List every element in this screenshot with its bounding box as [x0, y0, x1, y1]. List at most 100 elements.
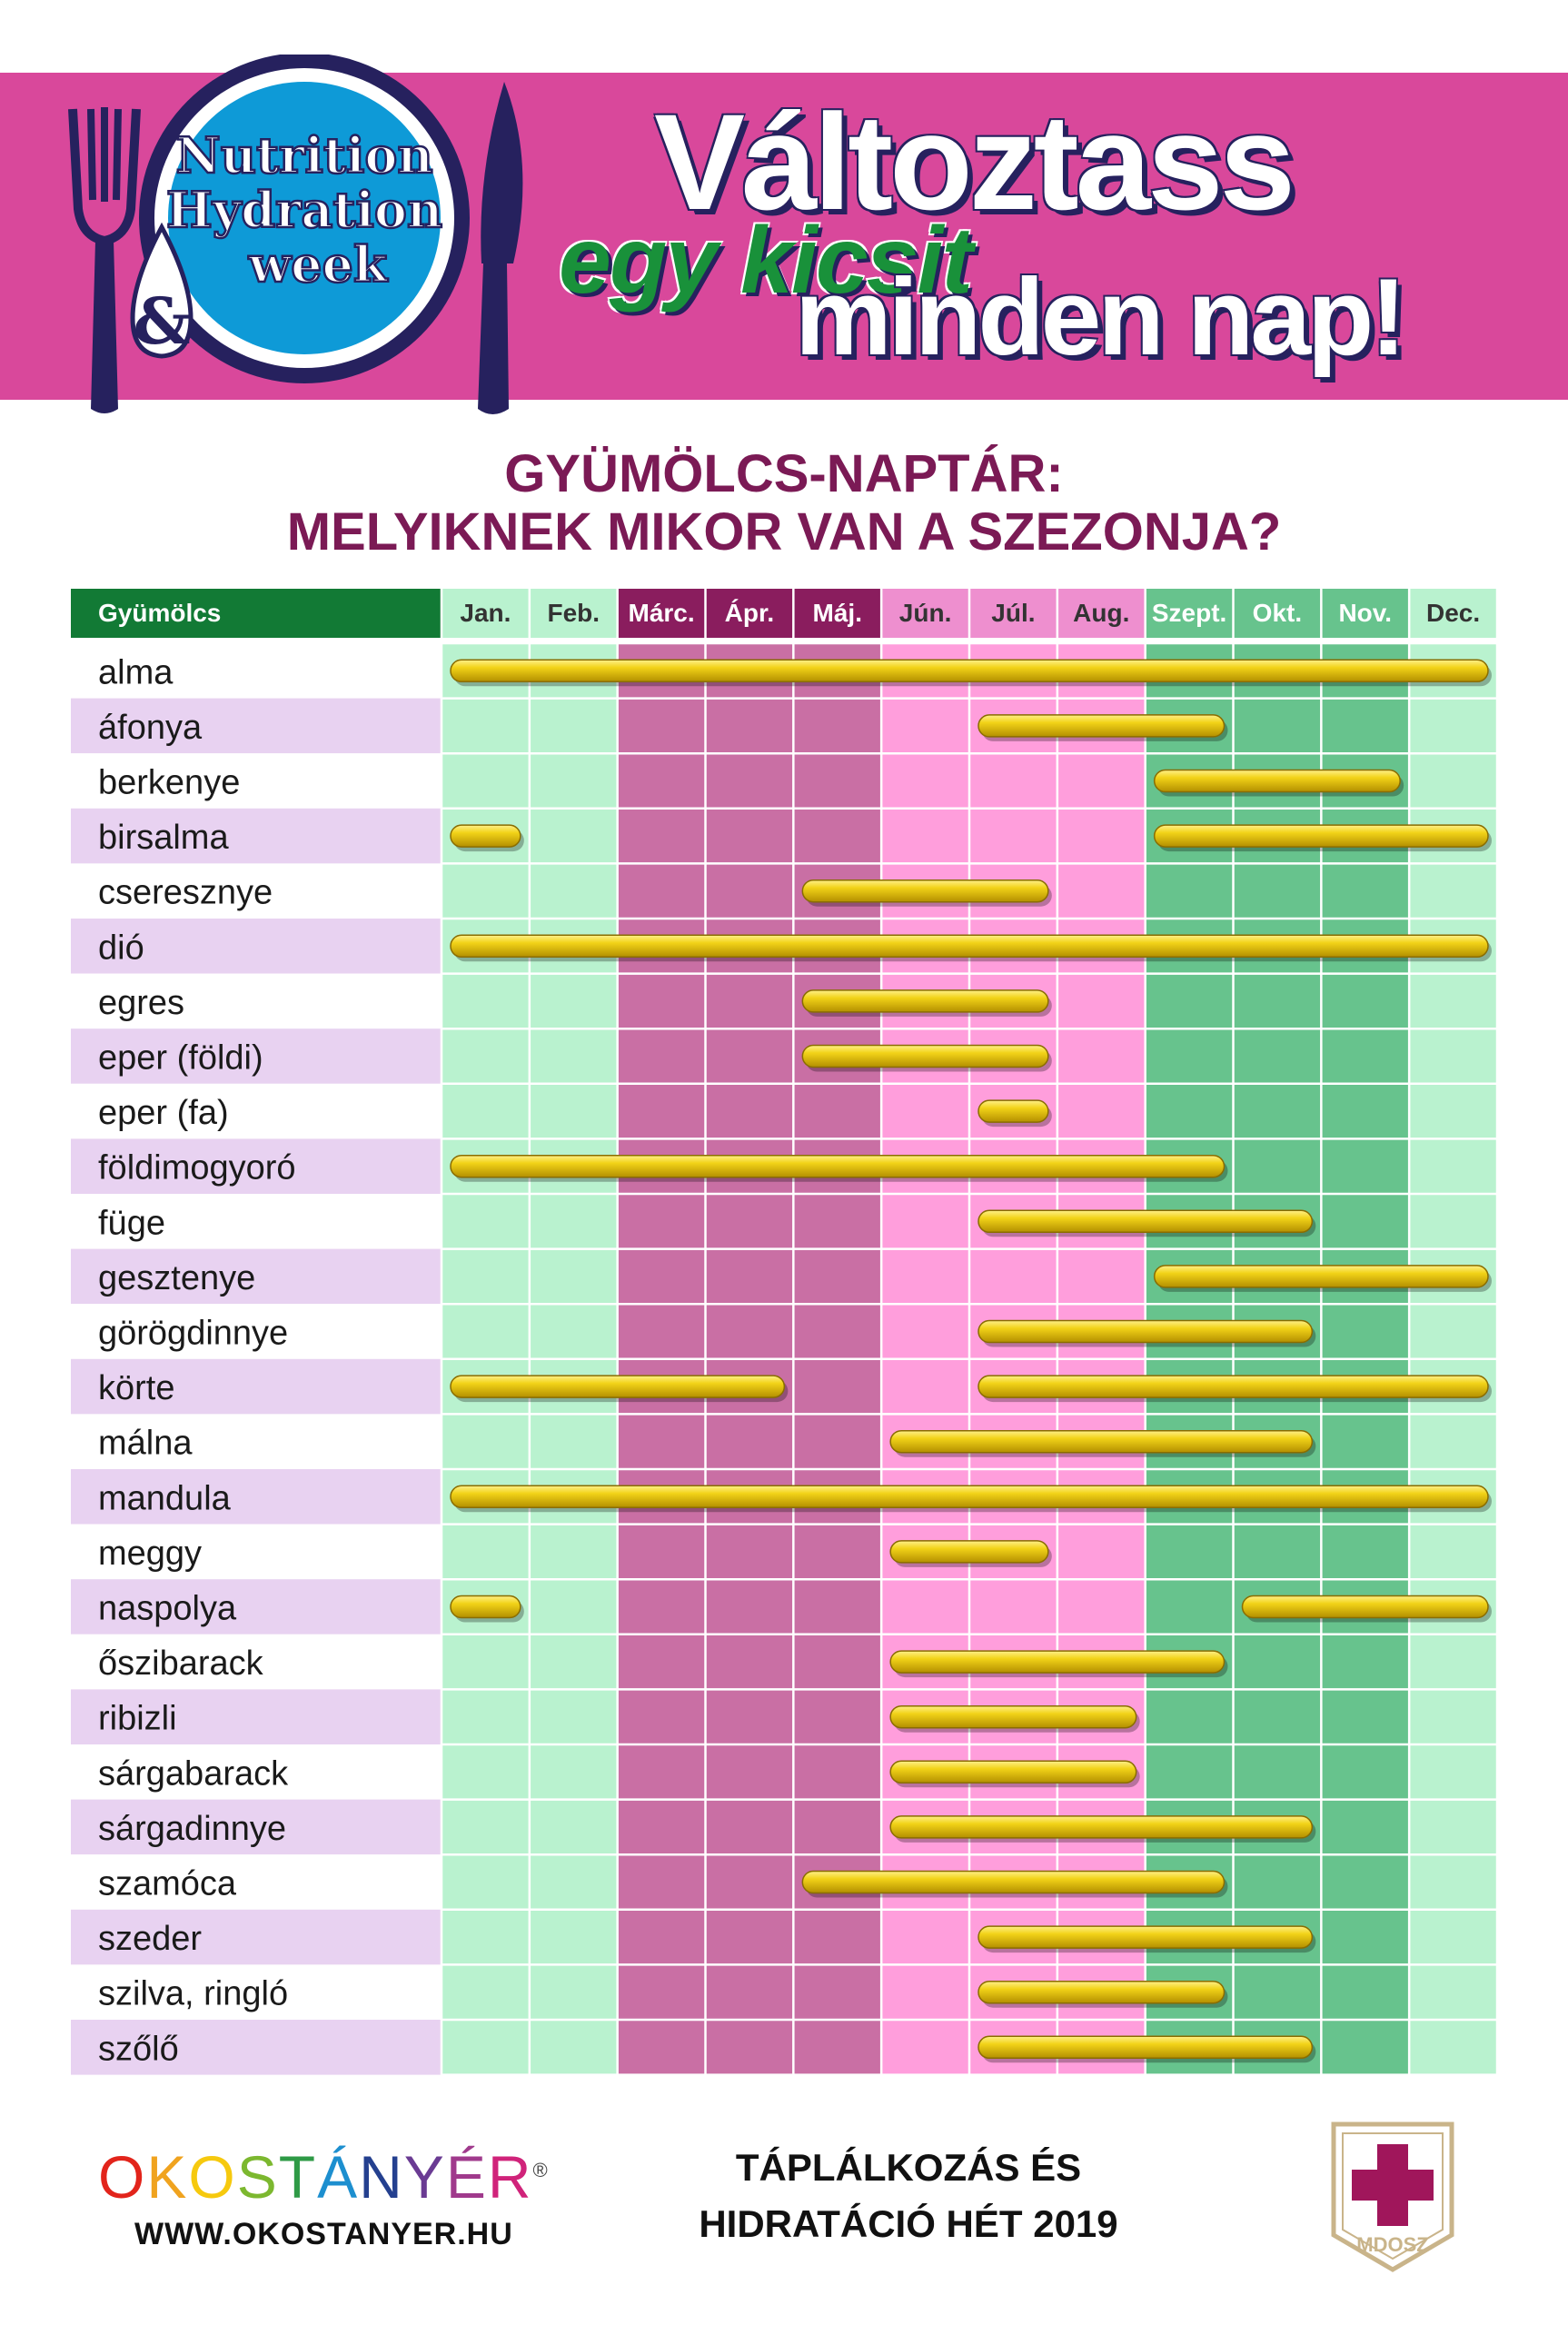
okostanyer-logo: OKOSTÁNYÉR®: [98, 2142, 550, 2211]
headline-line-1: Változtass: [654, 85, 1295, 238]
fruit-label-cell: [71, 1358, 442, 1415]
header-label-cell: [71, 589, 442, 638]
season-bar: [450, 1154, 1226, 1178]
brand-letter: Á: [317, 2143, 360, 2211]
season-bar: [889, 1704, 1137, 1729]
fruit-name: meggy: [98, 1535, 202, 1573]
season-bar: [978, 1980, 1226, 2004]
fruit-name: cseresznye: [98, 874, 273, 912]
month-header-cell: [969, 589, 1057, 638]
logo-line-1: Nutrition: [175, 126, 432, 184]
season-bar: [450, 659, 1489, 683]
mdosz-label: MDOSZ: [1356, 2233, 1428, 2256]
plate-center: [168, 82, 441, 354]
season-bar: [801, 1870, 1226, 1894]
fruit-name: őszibarack: [98, 1644, 264, 1683]
fruit-label-cell: [71, 1304, 442, 1359]
registered-mark: ®: [532, 2159, 550, 2181]
fruit-name: birsalma: [98, 819, 229, 857]
fruit-name: szamóca: [98, 1865, 237, 1903]
month-header-cell: [705, 589, 794, 638]
fruit-name: dió: [98, 929, 144, 967]
season-bar: [978, 1209, 1314, 1234]
fruit-name: málna: [98, 1425, 193, 1463]
chart-title-line-2: MELYIKNEK MIKOR VAN A SZEZONJA?: [286, 502, 1282, 561]
fruit-label-cell: [71, 1744, 442, 1800]
fruit-name: áfonya: [98, 709, 203, 747]
fruit-label-cell: [71, 1634, 442, 1690]
logo-line-3: week: [248, 235, 389, 293]
brand-letter: S: [236, 2143, 279, 2211]
month-label: Nov.: [1338, 599, 1392, 627]
season-bar: [450, 1595, 521, 1619]
season-bar: [450, 1485, 1489, 1509]
season-bar: [978, 1375, 1489, 1398]
season-bar: [889, 1540, 1049, 1564]
month-label: Okt.: [1253, 599, 1302, 627]
month-header-cell: [1409, 589, 1497, 638]
month-label: Júl.: [991, 599, 1035, 627]
fruit-name: görögdinnye: [98, 1315, 288, 1353]
fruit-name: egres: [98, 984, 184, 1022]
fruit-label-cell: [71, 1414, 442, 1469]
water-drop-icon: [130, 222, 194, 359]
event-line-2: HIDRATÁCIÓ HÉT 2019: [699, 2202, 1118, 2245]
brand-letter: É: [445, 2143, 488, 2211]
season-bar: [801, 989, 1049, 1013]
fruit-label-cell: [71, 1689, 442, 1744]
logo-ampersand: &: [133, 283, 190, 359]
fruit-label-cell: [71, 1964, 442, 2020]
mdosz-badge: MDOSZ: [1331, 2121, 1454, 2272]
season-bar: [450, 1375, 786, 1398]
season-bar: [1241, 1595, 1489, 1619]
month-header-cell: [529, 589, 618, 638]
brand-letter: R: [487, 2143, 533, 2211]
nutrition-hydration-week-logo: & Nutrition Hydration week: [68, 55, 523, 414]
fork-icon: [68, 107, 141, 413]
season-bar: [889, 1815, 1314, 1839]
season-bar: [889, 1760, 1137, 1784]
fruit-name: alma: [98, 653, 174, 691]
fruit-label-cell: [71, 808, 442, 864]
fruit-label-cell: [71, 973, 442, 1029]
fruit-label-cell: [71, 1083, 442, 1139]
fruit-name: eper (fa): [98, 1094, 229, 1132]
season-bar: [978, 2035, 1314, 2060]
season-bar: [801, 879, 1049, 903]
fruit-label-cell: [71, 1138, 442, 1194]
month-label: Dec.: [1426, 599, 1480, 627]
month-label: Márc.: [629, 599, 695, 627]
brand-letter: N: [359, 2143, 404, 2211]
season-bar: [1153, 1265, 1489, 1288]
month-label: Jún.: [899, 599, 952, 627]
month-label: Ápr.: [725, 599, 774, 627]
month-header-cell: [1057, 589, 1146, 638]
month-header-cell: [1145, 589, 1234, 638]
okostanyer-url: WWW.OKOSTANYER.HU: [134, 2217, 513, 2251]
fruit-label-cell: [71, 1194, 442, 1249]
knife-icon: [478, 82, 523, 414]
fruit-label-cell: [71, 1028, 442, 1084]
logo-line-2: Hydration: [166, 181, 442, 239]
fruit-label-cell: [71, 643, 442, 699]
season-bar: [978, 714, 1226, 738]
fruit-label-cell: [71, 1854, 442, 1910]
fruit-name: ribizli: [98, 1700, 177, 1738]
fruit-name: mandula: [98, 1479, 232, 1517]
month-header-cell: [1233, 589, 1322, 638]
month-header-cell: [1321, 589, 1410, 638]
cross-icon: [1352, 2144, 1434, 2226]
fruit-name: gesztenye: [98, 1259, 255, 1297]
month-label: Jan.: [460, 599, 511, 627]
month-header-cell: [442, 589, 530, 638]
season-bar: [1153, 824, 1489, 848]
fruit-label-cell: [71, 863, 442, 919]
fruit-name: szőlő: [98, 2030, 179, 2068]
season-bar: [801, 1044, 1049, 1068]
fruit-name: sárgabarack: [98, 1754, 289, 1793]
fruit-name: naspolya: [98, 1590, 237, 1628]
month-header-cell: [881, 589, 969, 638]
fruit-label-cell: [71, 1579, 442, 1634]
season-bar: [450, 934, 1489, 959]
month-header-cell: [793, 589, 882, 638]
